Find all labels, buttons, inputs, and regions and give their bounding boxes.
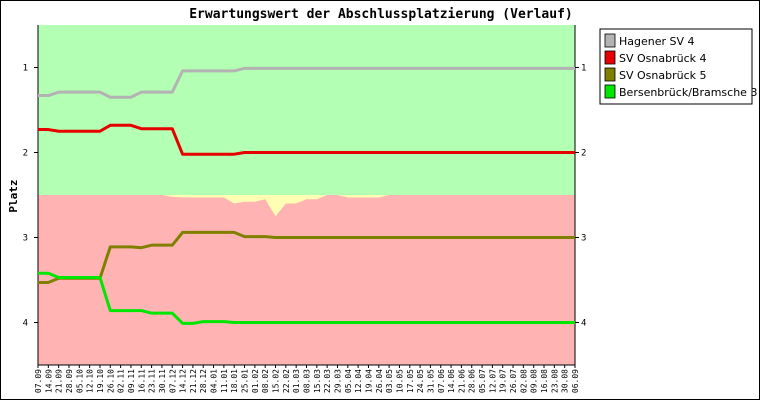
legend-label: Hagener SV 4: [619, 35, 695, 48]
y-tick-label-left: 4: [23, 319, 28, 329]
y-tick-label-right: 4: [581, 319, 586, 329]
x-tick-label: 28.09: [65, 369, 74, 393]
x-tick-label: 02.11: [117, 369, 126, 393]
x-tick-label: 16.11: [137, 369, 146, 393]
legend-swatch: [604, 67, 616, 82]
axes: 1 12 23 34 407.09 14.09 21.09 28.09 05.10 12.10 19…: [23, 25, 586, 393]
x-tick-label: 11.01: [220, 369, 229, 393]
x-tick-label: 30.11: [158, 369, 167, 393]
x-tick-label: 09.11: [127, 369, 136, 393]
y-tick-label-left: 3: [23, 234, 28, 244]
x-tick-label: 06.09: [571, 369, 580, 393]
x-tick-label: 23.08: [550, 369, 559, 393]
x-tick-label: 26.10: [106, 369, 115, 393]
x-tick-label: 24.05: [416, 369, 425, 393]
chart-title: Erwartungswert der Abschlussplatzierung …: [189, 7, 573, 22]
x-tick-label: 30.08: [561, 369, 570, 393]
y-tick-label-right: 2: [581, 149, 586, 159]
x-tick-label: 14.06: [447, 369, 456, 393]
y-tick-label-left: 2: [23, 149, 28, 159]
x-tick-label: 01.02: [251, 369, 260, 393]
series-line-1: [38, 123, 575, 156]
legend-swatch: [604, 84, 616, 99]
x-tick-label: 09.08: [530, 369, 539, 393]
x-tick-label: 18.01: [230, 369, 239, 393]
band-promotion: [38, 25, 575, 195]
legend-label: Bersenbrück/Bramsche 3: [619, 86, 757, 99]
x-tick-label: 15.02: [272, 369, 281, 393]
legend-label: SV Osnabrück 4: [619, 52, 707, 65]
series-line-3: [38, 271, 575, 325]
x-tick-label: 22.02: [282, 369, 291, 393]
x-tick-label: 14.09: [44, 369, 53, 393]
x-tick-label: 05.04: [344, 369, 353, 393]
x-tick-label: 28.06: [468, 369, 477, 393]
x-tick-label: 26.07: [509, 369, 518, 393]
x-tick-label: 14.12: [179, 369, 188, 393]
x-tick-label: 25.01: [241, 369, 250, 393]
x-tick-label: 01.03: [292, 369, 301, 393]
x-tick-label: 10.05: [395, 369, 404, 393]
x-tick-label: 08.03: [303, 369, 312, 393]
x-tick-label: 05.07: [478, 369, 487, 393]
legend-swatch: [604, 50, 616, 65]
x-tick-label: 02.08: [519, 369, 528, 393]
series-line-2: [38, 230, 575, 285]
x-tick-label: 16.08: [540, 369, 549, 393]
series-line-0: [38, 66, 575, 99]
x-tick-label: 05.10: [75, 369, 84, 393]
x-tick-label: 21.12: [189, 369, 198, 393]
x-tick-label: 22.03: [323, 369, 332, 393]
y-axis-label: Platz: [7, 179, 20, 212]
x-tick-label: 15.03: [313, 369, 322, 393]
x-tick-label: 19.10: [96, 369, 105, 393]
x-tick-label: 12.10: [86, 369, 95, 393]
x-tick-label: 26.04: [375, 369, 384, 393]
x-tick-label: 17.05: [406, 369, 415, 393]
x-tick-label: 23.11: [148, 369, 157, 393]
x-tick-label: 08.02: [261, 369, 270, 393]
legend-swatch: [604, 33, 616, 48]
x-tick-label: 31.05: [426, 369, 435, 393]
x-tick-label: 04.01: [210, 369, 219, 393]
x-tick-label: 29.03: [333, 369, 342, 393]
y-tick-label-right: 1: [581, 64, 586, 74]
x-tick-label: 21.09: [55, 369, 64, 393]
x-tick-label: 12.07: [488, 369, 497, 393]
band-relegation: [38, 195, 575, 365]
legend: Hagener SV 4 SV Osnabrück 4 SV Osnabrück 5…: [599, 28, 757, 105]
y-tick-label-right: 3: [581, 234, 586, 244]
x-tick-label: 03.05: [385, 369, 394, 393]
background-bands: [38, 25, 575, 365]
boundary-region: [38, 195, 575, 217]
y-tick-label-left: 1: [23, 64, 28, 74]
x-tick-label: 07.09: [34, 369, 43, 393]
x-tick-label: 19.04: [364, 369, 373, 393]
x-tick-label: 12.04: [354, 369, 363, 393]
x-tick-label: 19.07: [499, 369, 508, 393]
x-tick-label: 21.06: [457, 369, 466, 393]
legend-label: SV Osnabrück 5: [619, 69, 707, 82]
legend-box: [599, 28, 753, 105]
x-tick-label: 07.06: [437, 369, 446, 393]
x-tick-label: 07.12: [168, 369, 177, 393]
x-tick-label: 28.12: [199, 369, 208, 393]
series-lines: [38, 66, 575, 325]
